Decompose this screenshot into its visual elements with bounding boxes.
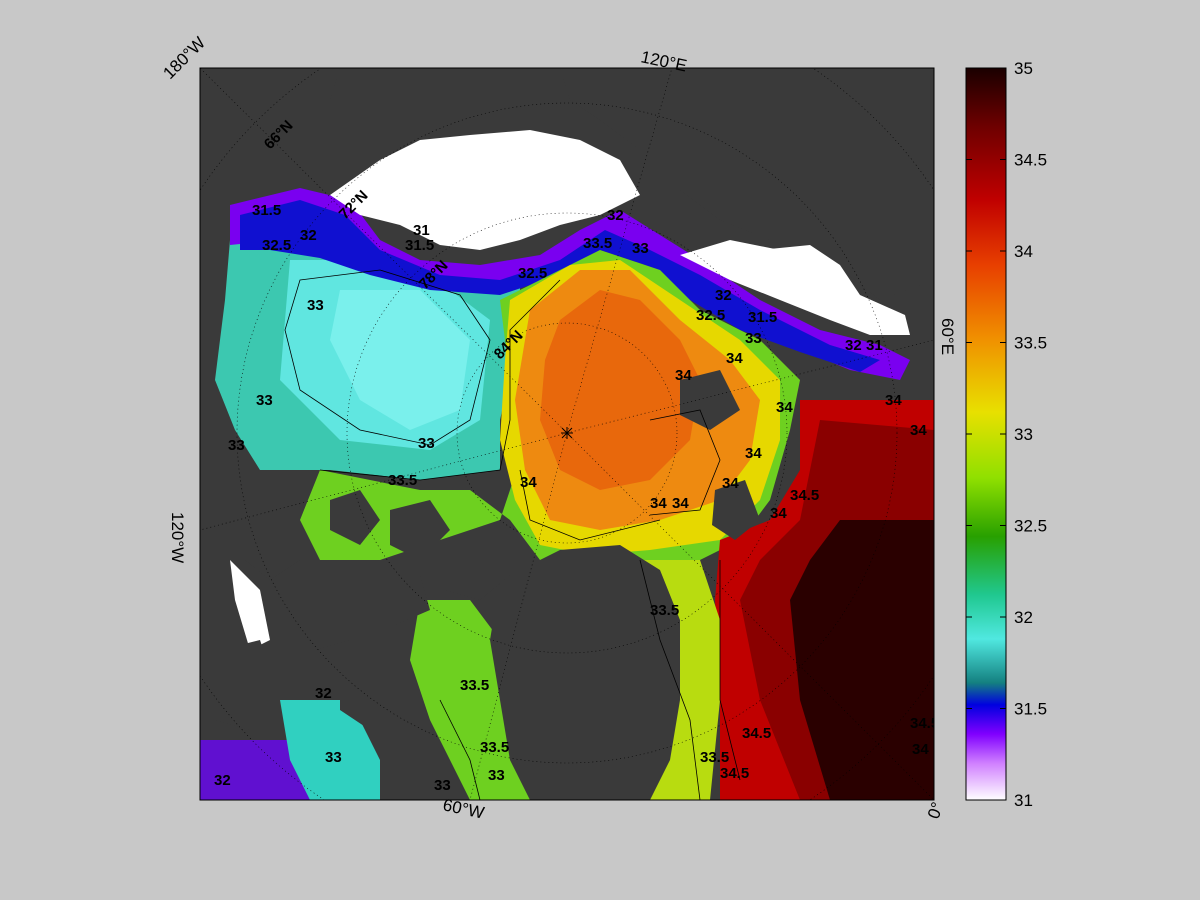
map-panel: 31.5 32 32.5 31 31.5 32 33.5 33 32.5 33 … xyxy=(200,68,939,800)
contour-label: 32.5 xyxy=(262,237,291,254)
contour-label: 31.5 xyxy=(405,237,434,254)
contour-label: 32 xyxy=(214,772,231,789)
contour-label: 34.5 xyxy=(910,715,939,732)
contour-label: 34 xyxy=(722,475,739,492)
contour-label: 34 xyxy=(770,505,787,522)
contour-label: 33.5 xyxy=(480,739,509,756)
graticule xyxy=(200,68,934,800)
colorbar-tick-label: 34.5 xyxy=(1014,151,1047,170)
colorbar-tick-label: 33 xyxy=(1014,425,1033,444)
siberia-land xyxy=(560,68,934,300)
sea-ice-west xyxy=(230,560,270,650)
contour-label: 33.5 xyxy=(460,677,489,694)
contour-label: 33 xyxy=(418,435,435,452)
contour-label: 34 xyxy=(672,495,689,512)
ocean-salinity-field xyxy=(200,188,934,800)
contour-label: 34 xyxy=(726,350,743,367)
contour-label: 32 xyxy=(300,227,317,244)
colorbar-tick-label: 34 xyxy=(1014,242,1033,261)
sea-ice-north xyxy=(330,130,640,250)
contour-label: 34 xyxy=(912,741,929,758)
colorbar-tick-label: 31 xyxy=(1014,791,1033,810)
map-frame xyxy=(199,67,935,801)
contour-label: 33 xyxy=(434,777,451,794)
contour-label: 33.5 xyxy=(388,472,417,489)
contour-label: 31 xyxy=(866,337,883,354)
contour-label: 34 xyxy=(745,445,762,462)
contour-label: 32 xyxy=(715,287,732,304)
contour-label: 33 xyxy=(745,330,762,347)
contour-label: 31.5 xyxy=(748,309,777,326)
contour-label: 34.5 xyxy=(742,725,771,742)
contour-label: 32 xyxy=(315,685,332,702)
contour-label: 32.5 xyxy=(518,265,547,282)
contour-label: 31 xyxy=(413,222,430,239)
colorbar-tick-label: 33.5 xyxy=(1014,334,1047,353)
contour-labels: 31.5 32 32.5 31 31.5 32 33.5 33 32.5 33 … xyxy=(214,202,939,794)
border-label-right: 60°E xyxy=(938,318,957,355)
contour-label: 33 xyxy=(488,767,505,784)
contour-label: 34 xyxy=(776,399,793,416)
alaska-land xyxy=(200,68,340,215)
contour-label: 34 xyxy=(675,367,692,384)
colorbar-tick-label: 32 xyxy=(1014,608,1033,627)
contour-label: 32 xyxy=(607,207,624,224)
contour-label: 34.5 xyxy=(790,487,819,504)
contour-label: 34 xyxy=(520,474,537,491)
border-label-left: 120°W xyxy=(168,512,187,563)
contour-label: 33.5 xyxy=(650,602,679,619)
contour-label: 33 xyxy=(325,749,342,766)
colorbar-tick-label: 32.5 xyxy=(1014,517,1047,536)
contour-label: 34 xyxy=(910,422,927,439)
archipelago-islands xyxy=(215,370,760,730)
contour-label: 31.5 xyxy=(252,202,281,219)
contour-label: 33.5 xyxy=(700,749,729,766)
contour-label: 33 xyxy=(228,437,245,454)
contour-label: 33 xyxy=(632,240,649,257)
colorbar-gradient xyxy=(965,67,1007,801)
north-pole-marker xyxy=(561,427,573,439)
greenland xyxy=(490,545,680,800)
colorbar-tick-label: 31.5 xyxy=(1014,700,1047,719)
contour-label: 34 xyxy=(650,495,667,512)
contour-label: 33 xyxy=(256,392,273,409)
border-label-bottom-right: 0° xyxy=(924,800,947,822)
contour-label: 33 xyxy=(307,297,324,314)
contour-label: 32 xyxy=(845,337,862,354)
contour-lines xyxy=(284,269,741,800)
sea-ice-laptev xyxy=(750,245,910,335)
contour-label: 33.5 xyxy=(583,235,612,252)
contour-label: 34.5 xyxy=(720,765,749,782)
contour-label: 34 xyxy=(885,392,902,409)
colorbar-tick-label: 35 xyxy=(1014,59,1033,78)
contour-label: 32.5 xyxy=(696,307,725,324)
colorbar: 35 34.5 34 33.5 33 32.5 32 31.5 31 xyxy=(965,59,1047,810)
colorbar-ticks: 35 34.5 34 33.5 33 32.5 32 31.5 31 xyxy=(966,59,1047,810)
